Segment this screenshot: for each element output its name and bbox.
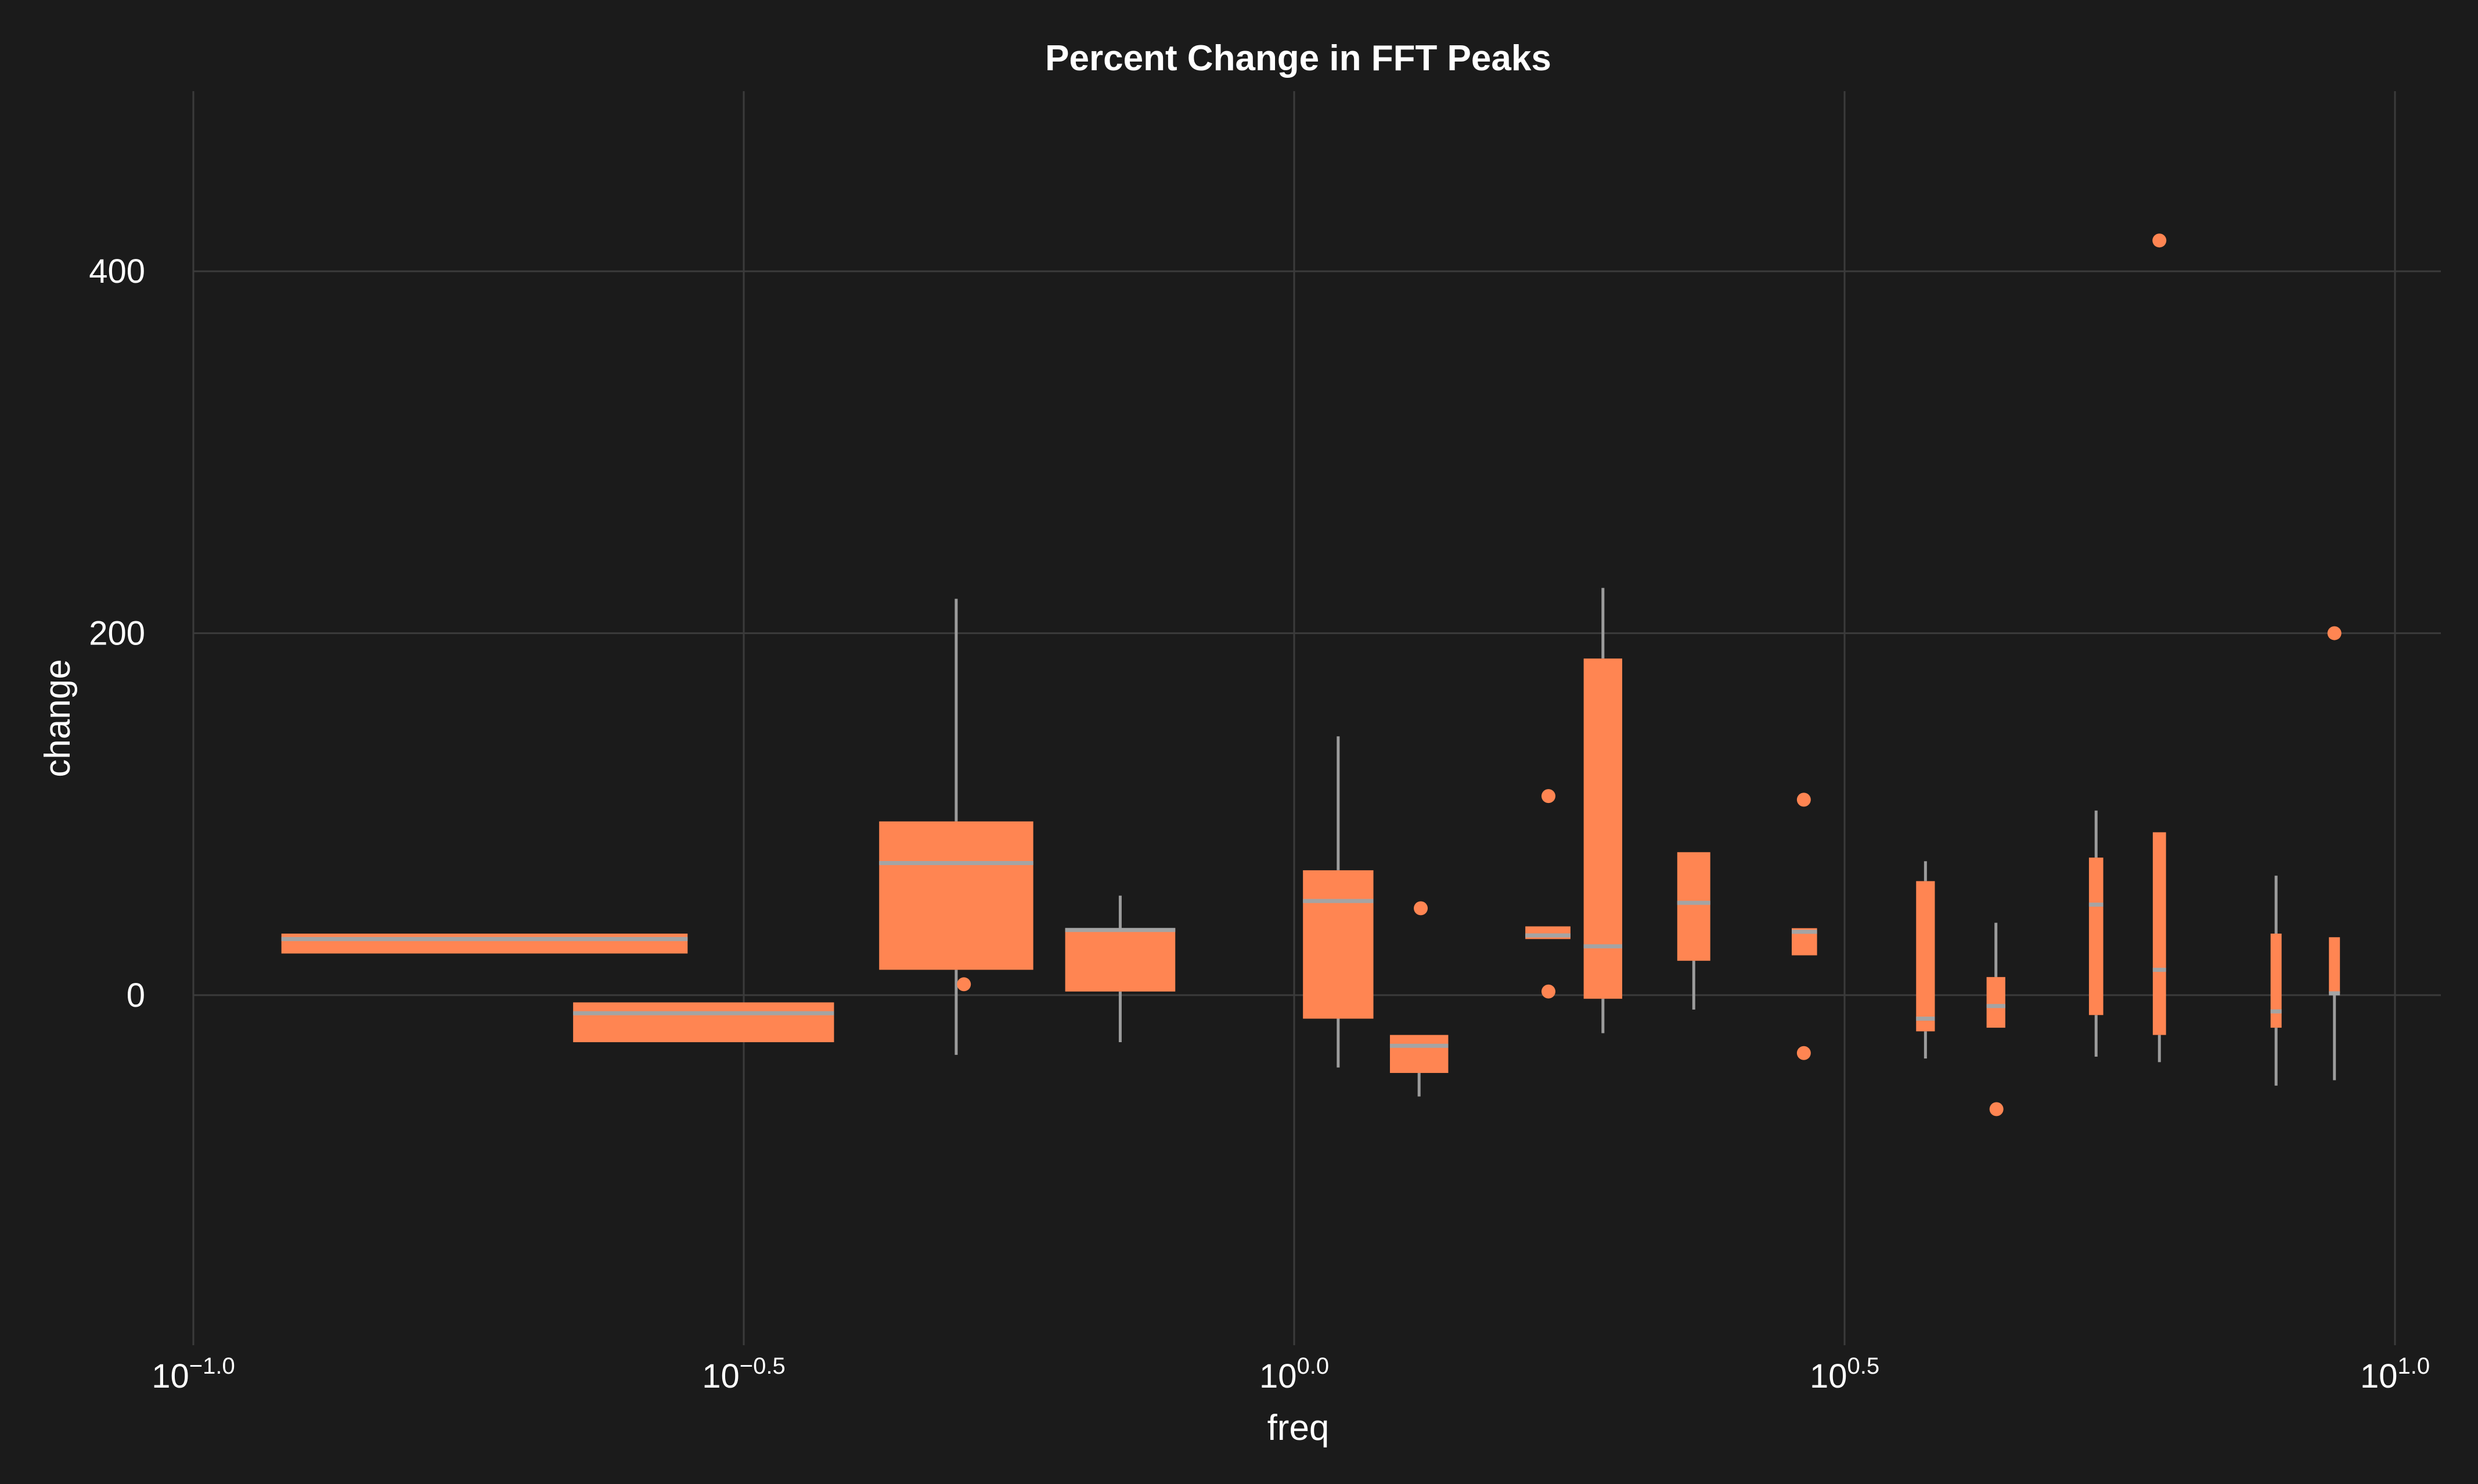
whisker-layer — [955, 588, 2336, 1097]
x-tick-label: 10−1.0 — [152, 1353, 235, 1395]
outlier-point — [1796, 793, 1811, 807]
box — [1389, 1035, 1449, 1074]
box — [1916, 881, 1935, 1032]
grid-layer — [192, 91, 2441, 1345]
outlier-point — [957, 977, 971, 992]
box — [1583, 658, 1623, 999]
y-tick-label: 0 — [127, 977, 145, 1014]
box — [2152, 832, 2166, 1035]
box — [1065, 928, 1176, 992]
outlier-point — [1796, 1046, 1811, 1060]
chart-title: Percent Change in FFT Peaks — [1045, 38, 1551, 78]
outlier-point — [1541, 789, 1555, 804]
x-tick-label: 101.0 — [2360, 1353, 2430, 1395]
outlier-point — [2327, 626, 2342, 640]
box — [281, 934, 688, 954]
tick-layer: 10−1.0 10−0.5 100.0 100.5 101.0 0 200 400 — [89, 253, 2430, 1395]
box — [2329, 937, 2340, 993]
y-axis-label: change — [38, 659, 78, 777]
box-layer — [281, 658, 2340, 1074]
outlier-point — [1541, 984, 1555, 999]
box — [1986, 977, 2005, 1028]
y-tick-label: 200 — [89, 615, 145, 653]
y-tick-label: 400 — [89, 253, 145, 290]
outlier-point — [1414, 901, 1428, 916]
box — [1303, 870, 1374, 1019]
median-layer — [281, 860, 2340, 1048]
box — [2088, 858, 2104, 1015]
x-axis-label: freq — [1267, 1408, 1330, 1448]
x-tick-label: 100.5 — [1810, 1353, 1879, 1395]
box — [879, 821, 1033, 970]
box — [1677, 852, 1710, 961]
outlier-layer — [957, 233, 2342, 1116]
outlier-point — [2152, 233, 2167, 248]
x-tick-label: 100.0 — [1259, 1353, 1329, 1395]
box — [573, 1002, 834, 1043]
x-tick-label: 10−0.5 — [702, 1353, 785, 1395]
outlier-point — [1989, 1102, 2004, 1116]
box — [2270, 934, 2282, 1028]
